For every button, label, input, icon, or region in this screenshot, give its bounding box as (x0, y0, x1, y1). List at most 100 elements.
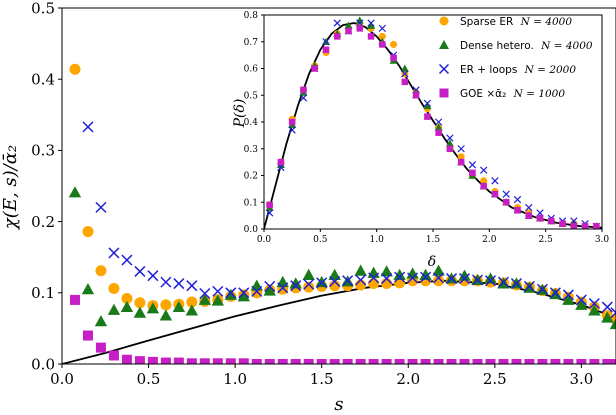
inset-point-cross (378, 24, 386, 33)
legend-label-sparse-er: Sparse ER (460, 16, 513, 28)
main-point-square (537, 359, 548, 364)
main-x-tick-label: 2.5 (483, 370, 507, 388)
main-point-triangle (367, 266, 380, 278)
main-point-cross (316, 277, 328, 289)
main-x-tick-label: 1.5 (310, 370, 334, 388)
inset-point-square (401, 78, 409, 86)
inset-point-triangle (367, 21, 376, 29)
inset-x-tick-label: 2.0 (482, 235, 497, 245)
inset-point-square (322, 46, 330, 54)
inset-y-tick-label: 0.8 (244, 11, 259, 21)
main-point-cross (407, 272, 419, 284)
main-point-triangle (289, 277, 302, 289)
main-point-cross (536, 283, 548, 295)
main-point-triangle (419, 268, 432, 280)
main-point-circle (303, 281, 315, 293)
main-point-square (602, 359, 613, 364)
inset-point-square (525, 212, 533, 219)
main-point-square (303, 359, 314, 364)
inset-point-cross (288, 126, 296, 134)
main-point-square (277, 359, 288, 364)
inset-x-tick-label: 3.0 (595, 235, 610, 245)
main-point-triangle (432, 264, 445, 276)
main-point-cross (173, 278, 185, 290)
inset-series-square (266, 25, 600, 229)
inset-y-tick-label: 0.0 (244, 225, 259, 235)
main-point-square (160, 357, 171, 364)
main-point-triangle (211, 294, 225, 306)
main-point-cross (458, 273, 471, 285)
main-x-tick-label: 1.0 (223, 370, 247, 388)
inset-axes: 0.0 0.5 1.0 1.5 2.0 2.5 3.0 0.0 0.1 0.2 0.3 0.4 0.5 0… (244, 11, 610, 245)
main-x-tick-label: 0.0 (50, 370, 74, 388)
main-point-circle (134, 297, 146, 309)
main-point-triangle (185, 304, 199, 316)
main-point-cross (510, 278, 522, 290)
legend-marker-triangle (439, 40, 449, 49)
main-point-square (342, 359, 353, 364)
main-point-triangle (133, 306, 147, 318)
main-point-circle (108, 283, 120, 295)
main-point-cross (108, 247, 120, 259)
inset-point-square (412, 92, 420, 99)
main-point-triangle (393, 268, 406, 280)
main-point-cross (601, 301, 613, 313)
main-point-triangle (588, 304, 601, 316)
main-point-cross (95, 201, 107, 213)
main-point-square (199, 358, 210, 364)
main-frame (61, 7, 616, 365)
main-y-tick-label: 0.4 (31, 70, 55, 88)
inset-point-square (390, 54, 397, 62)
inset-legend: Sparse ER N = 4000 Dense hetero. N = 400… (438, 16, 593, 100)
main-point-circle (329, 280, 341, 292)
main-axes: 0.0 0.5 1.0 1.5 2.0 2.5 3.0 0.0 0.1 0.2 0.3 0.4 0.5 (31, 0, 616, 388)
main-point-square (147, 356, 158, 364)
main-y-tick-label: 0.3 (31, 142, 55, 160)
main-point-square (563, 359, 574, 364)
inset-point-circle (378, 32, 386, 40)
main-point-cross (420, 271, 432, 283)
inset-point-triangle (344, 21, 353, 29)
main-point-square (264, 359, 275, 364)
inset-point-square (514, 207, 521, 214)
inset-point-cross (446, 134, 454, 142)
main-point-square (355, 359, 366, 364)
legend-marker-circle (439, 16, 449, 26)
main-point-triangle (172, 300, 186, 312)
main-point-cross (277, 282, 289, 294)
main-point-square (472, 359, 483, 364)
inset-point-triangle (445, 139, 454, 147)
inset-point-square (581, 223, 589, 229)
main-point-cross (446, 273, 458, 285)
inset-x-tick-label: 0.5 (313, 235, 328, 245)
main-plot-area (62, 63, 616, 364)
inset-point-square (457, 158, 465, 166)
main-point-square (186, 358, 197, 364)
inset-point-square (345, 27, 352, 35)
main-point-cross (134, 265, 146, 277)
main-point-square (394, 359, 405, 364)
main-point-cross (610, 307, 616, 319)
main-x-tick-label: 3.0 (569, 370, 593, 388)
inset-point-square (469, 169, 476, 177)
main-point-circle (355, 279, 367, 291)
main-point-square (212, 358, 223, 364)
inset-y-tick-label: 0.5 (244, 91, 259, 101)
inset-x-tick-label: 0.0 (257, 235, 272, 245)
inset-y-tick-label: 0.7 (244, 38, 259, 48)
legend-entry-dense-hetero: Dense hetero. N = 4000 (439, 40, 593, 52)
inset-point-cross (468, 161, 477, 169)
main-y-tick-label: 0.1 (31, 284, 55, 302)
inset-x-axis-label: δ (428, 254, 436, 270)
main-point-triangle (575, 298, 588, 310)
main-point-square (134, 356, 145, 364)
inset-point-cross (457, 145, 465, 153)
inset-point-square (277, 158, 285, 166)
main-point-cross (121, 254, 133, 266)
main-point-triangle (562, 293, 575, 305)
main-point-triangle (81, 283, 95, 295)
inset-point-square (570, 223, 578, 229)
main-point-circle (69, 63, 81, 75)
legend-label-dense-hetero: Dense hetero. (460, 40, 534, 52)
main-point-cross (523, 280, 535, 292)
